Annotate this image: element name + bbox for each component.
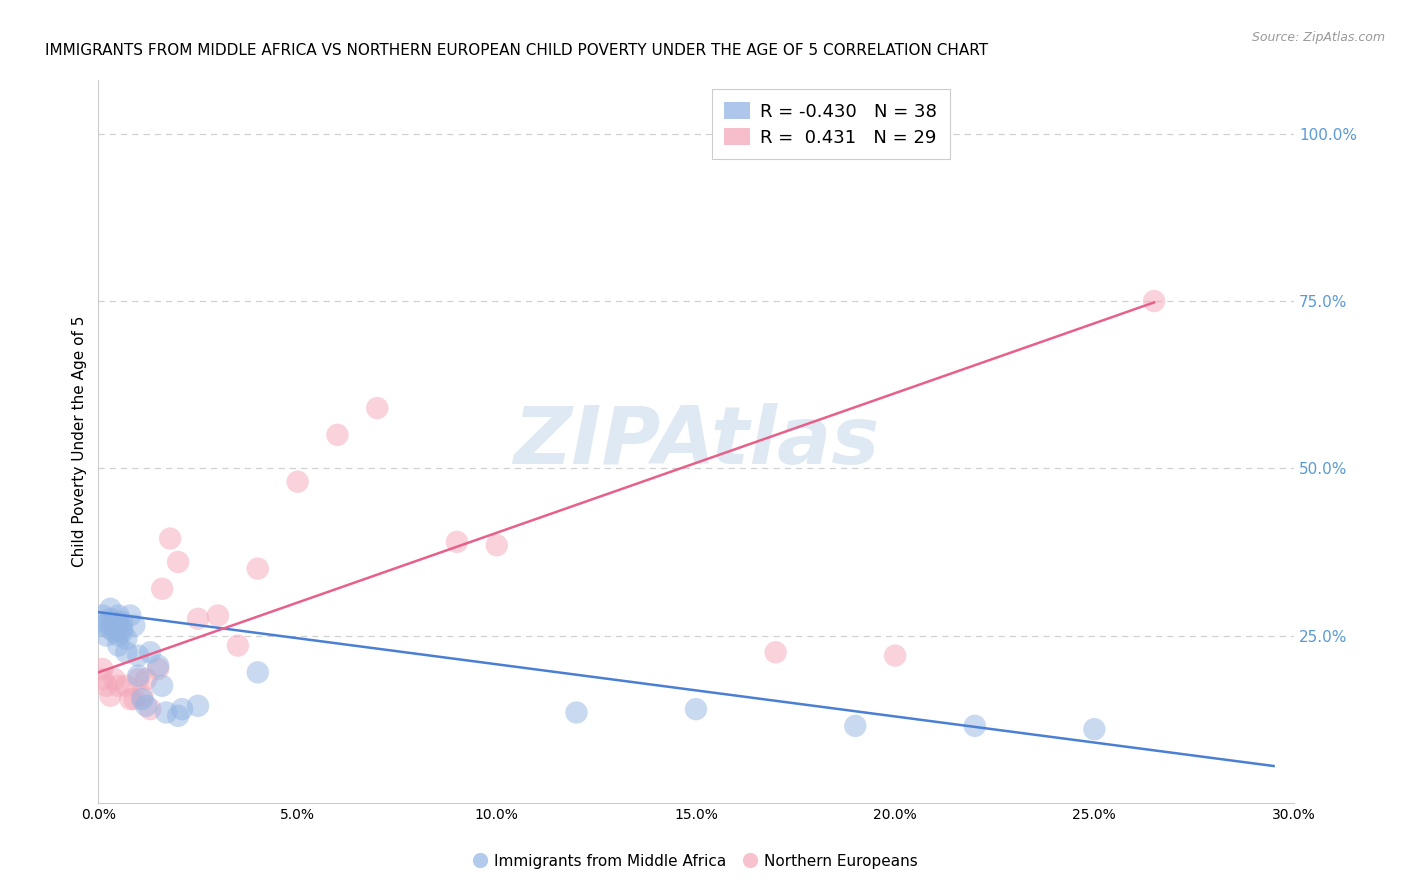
Point bbox=[135, 698, 157, 713]
Point bbox=[131, 689, 153, 703]
Point bbox=[246, 562, 269, 576]
Point bbox=[207, 608, 229, 623]
Point bbox=[159, 532, 181, 546]
Point bbox=[124, 692, 146, 706]
Point bbox=[685, 702, 707, 716]
Point bbox=[111, 622, 134, 636]
Point bbox=[91, 672, 114, 686]
Point bbox=[124, 618, 146, 632]
Point bbox=[366, 401, 388, 416]
Point bbox=[115, 632, 138, 646]
Point bbox=[167, 555, 190, 569]
Point bbox=[131, 692, 153, 706]
Point bbox=[91, 662, 114, 676]
Point bbox=[107, 615, 129, 630]
Point bbox=[96, 615, 118, 630]
Point bbox=[107, 608, 129, 623]
Point bbox=[1083, 723, 1105, 737]
Point bbox=[107, 628, 129, 642]
Text: ZIPAtlas: ZIPAtlas bbox=[513, 402, 879, 481]
Point bbox=[844, 719, 866, 733]
Point bbox=[103, 615, 125, 630]
Point bbox=[120, 692, 142, 706]
Point bbox=[326, 427, 349, 442]
Point bbox=[115, 679, 138, 693]
Point bbox=[187, 698, 209, 713]
Point bbox=[98, 689, 122, 703]
Point bbox=[172, 702, 194, 716]
Point bbox=[96, 628, 118, 642]
Point bbox=[127, 672, 149, 686]
Point bbox=[127, 669, 149, 683]
Point bbox=[287, 475, 309, 489]
Point bbox=[187, 612, 209, 626]
Point bbox=[963, 719, 986, 733]
Y-axis label: Child Poverty Under the Age of 5: Child Poverty Under the Age of 5 bbox=[72, 316, 87, 567]
Point bbox=[120, 608, 142, 623]
Point bbox=[565, 706, 588, 720]
Point bbox=[167, 708, 190, 723]
Point bbox=[139, 645, 162, 659]
Point bbox=[1143, 294, 1166, 309]
Point bbox=[485, 538, 508, 552]
Point bbox=[226, 639, 249, 653]
Point bbox=[150, 679, 173, 693]
Point bbox=[111, 625, 134, 640]
Point bbox=[103, 625, 125, 640]
Point bbox=[446, 534, 468, 549]
Point bbox=[150, 582, 173, 596]
Point bbox=[246, 665, 269, 680]
Point bbox=[103, 672, 125, 686]
Point bbox=[107, 679, 129, 693]
Point bbox=[103, 618, 125, 632]
Text: IMMIGRANTS FROM MIDDLE AFRICA VS NORTHERN EUROPEAN CHILD POVERTY UNDER THE AGE O: IMMIGRANTS FROM MIDDLE AFRICA VS NORTHER… bbox=[45, 44, 988, 58]
Point bbox=[91, 608, 114, 623]
Point bbox=[98, 612, 122, 626]
Point bbox=[148, 658, 170, 673]
Point bbox=[139, 702, 162, 716]
Point bbox=[884, 648, 907, 663]
Point bbox=[98, 602, 122, 616]
Text: Source: ZipAtlas.com: Source: ZipAtlas.com bbox=[1251, 31, 1385, 45]
Point bbox=[148, 662, 170, 676]
Point bbox=[96, 679, 118, 693]
Point bbox=[91, 618, 114, 632]
Point bbox=[155, 706, 177, 720]
Point bbox=[98, 622, 122, 636]
Point bbox=[115, 645, 138, 659]
Point bbox=[111, 615, 134, 630]
Point bbox=[107, 639, 129, 653]
Point bbox=[135, 672, 157, 686]
Point bbox=[127, 648, 149, 663]
Point bbox=[765, 645, 787, 659]
Legend: Immigrants from Middle Africa, Northern Europeans: Immigrants from Middle Africa, Northern … bbox=[468, 847, 924, 875]
